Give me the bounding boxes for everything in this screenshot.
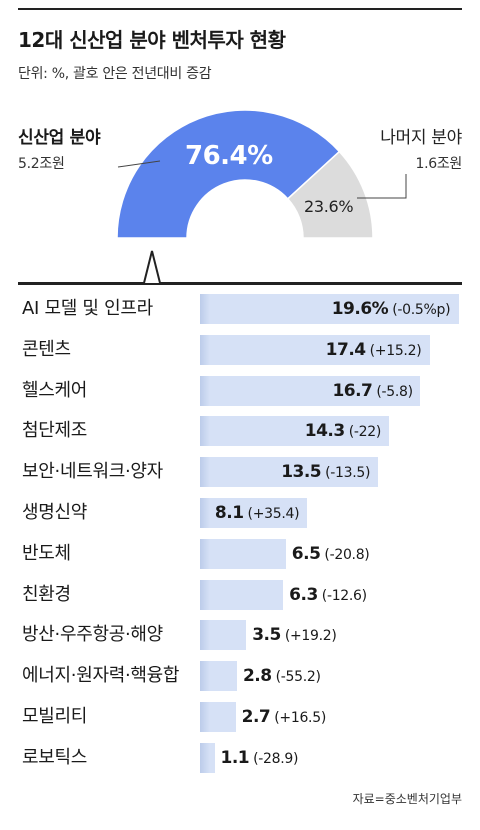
bar-change: (-12.6): [321, 587, 367, 604]
bar-row: 반도체 6.5 (-20.8): [0, 535, 480, 573]
slice-label-main: 신산업 분야: [18, 128, 101, 148]
donut-slice-1: [286, 150, 374, 239]
donut-slice-0: [116, 109, 341, 239]
breakdown-pointer: [18, 250, 462, 284]
bar: [200, 702, 236, 732]
value-label: 3.5 (+19.2): [252, 616, 337, 654]
category-label: 헬스케어: [22, 379, 88, 401]
value-label: 6.5 (-20.8): [292, 535, 370, 573]
slice-value-rest: 23.6%: [304, 197, 354, 216]
bar-value: 8.1: [214, 503, 244, 523]
value-label: 13.5 (-13.5): [281, 453, 370, 491]
bar: [200, 742, 215, 773]
bar-value: 19.6%: [331, 299, 389, 319]
bar-change: (+35.4): [247, 506, 300, 522]
section-rule: [18, 283, 462, 285]
bar-value: 16.7: [332, 380, 373, 401]
bar-change: (-0.5%p): [392, 302, 451, 318]
bar-value: 6.5: [291, 543, 321, 564]
value-label: 8.1 (+35.4): [214, 494, 300, 532]
value-label: 16.7 (-5.8): [332, 372, 413, 410]
slice-label-rest: 나머지 분야: [380, 128, 462, 148]
leader-line-main: [117, 160, 161, 168]
bar-row: 로보틱스 1.1 (-28.9): [0, 739, 480, 777]
category-label: 방산·우주항공·해양: [22, 624, 163, 646]
bar: [200, 620, 247, 651]
unit-note: 단위: %, 괄호 안은 전년대비 증감: [18, 66, 212, 82]
value-label: 19.6% (-0.5%p): [332, 290, 451, 328]
bar-row: 생명신약 8.1 (+35.4): [0, 494, 480, 532]
bar-row: 첨단제조 14.3 (-22): [0, 412, 480, 450]
bar-value: 13.5: [281, 462, 322, 483]
bar-row: 모빌리티 2.7 (+16.5): [0, 698, 480, 736]
category-label: 생명신약: [22, 502, 88, 523]
bar: [200, 498, 307, 528]
category-label: AI 모델 및 인프라: [22, 298, 153, 319]
category-label: 콘텐츠: [22, 338, 71, 360]
bar-change: (-5.8): [376, 383, 413, 400]
slice-amount-rest: 1.6조원: [415, 156, 462, 172]
bar-change: (-55.2): [275, 669, 321, 686]
bar-row: 방산·우주항공·해양 3.5 (+19.2): [0, 616, 480, 654]
bar-change: (-20.8): [324, 546, 370, 563]
bar: [200, 416, 389, 447]
source-note: 자료=중소벤처기업부: [352, 792, 462, 806]
value-label: 17.4 (+15.2): [326, 331, 422, 369]
bar-change: (-13.5): [325, 465, 371, 482]
bar: [200, 661, 237, 692]
slice-value-main: 76.4%: [185, 141, 273, 171]
bar-change: (+16.5): [274, 710, 326, 726]
category-label: 반도체: [22, 542, 71, 564]
bar-row: AI 모델 및 인프라 19.6% (-0.5%p): [0, 290, 480, 328]
value-label: 1.1 (-28.9): [221, 739, 299, 777]
bar-row: 헬스케어 16.7 (-5.8): [0, 372, 480, 410]
bar: [200, 457, 379, 488]
bar-change: (-28.9): [253, 750, 299, 767]
page-title: 12대 신산업 분야 벤처투자 현황: [18, 28, 286, 52]
bar: [200, 334, 430, 365]
bar-value: 6.3: [289, 584, 318, 605]
bar-row: 콘텐츠 17.4 (+15.2): [0, 331, 480, 369]
bar-value: 2.7: [241, 707, 271, 727]
category-label: 로보틱스: [22, 746, 88, 768]
value-label: 2.7 (+16.5): [241, 698, 327, 736]
bar-value: 3.5: [252, 625, 281, 646]
bar: [200, 579, 284, 610]
bar-change: (-22): [348, 424, 382, 441]
bar-change: (+15.2): [369, 342, 422, 359]
bar-row: 에너지·원자력·핵융합 2.8 (-55.2): [0, 657, 480, 695]
category-label: 첨단제조: [22, 420, 88, 442]
bar-value: 2.8: [242, 666, 272, 687]
bar-row: 보안·네트워크·양자 13.5 (-13.5): [0, 453, 480, 491]
bar: [200, 294, 459, 324]
value-label: 14.3 (-22): [304, 412, 382, 450]
bar-change: (+19.2): [284, 628, 337, 645]
bar-value: 1.1: [220, 747, 250, 768]
category-label: 에너지·원자력·핵융합: [22, 665, 180, 687]
bar-value: 14.3: [304, 421, 345, 442]
value-label: 2.8 (-55.2): [243, 657, 321, 695]
leader-line-rest: [357, 174, 407, 199]
category-label: 모빌리티: [22, 706, 88, 727]
category-label: 친환경: [22, 583, 71, 605]
category-label: 보안·네트워크·양자: [22, 461, 163, 483]
bar-row: 친환경 6.3 (-12.6): [0, 576, 480, 614]
top-rule: [18, 8, 462, 10]
bar: [200, 538, 286, 569]
value-label: 6.3 (-12.6): [289, 576, 367, 614]
bar-value: 17.4: [325, 339, 366, 360]
bar: [200, 375, 421, 406]
slice-amount-main: 5.2조원: [18, 156, 65, 172]
